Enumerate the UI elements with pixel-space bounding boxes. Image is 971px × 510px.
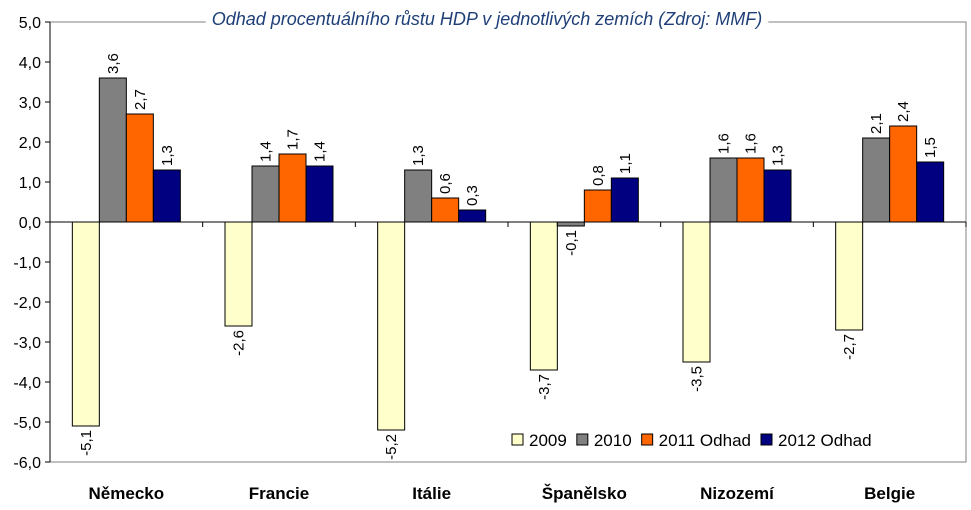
legend-swatch: [641, 433, 654, 446]
data-label: 0,8: [590, 165, 607, 186]
bar: [305, 165, 334, 223]
data-label: 1,5: [922, 137, 939, 158]
y-tick-label: 1,0: [19, 175, 41, 192]
bar: [556, 221, 585, 227]
bar: [709, 157, 738, 223]
bar: [377, 221, 406, 431]
data-label: 1,3: [770, 145, 787, 166]
data-label: -3,7: [536, 374, 553, 400]
bar: [916, 161, 945, 223]
bar: [125, 113, 154, 223]
bar: [71, 221, 100, 427]
data-label: 1,4: [258, 141, 275, 162]
legend-swatch: [511, 433, 524, 446]
bar: [583, 189, 612, 223]
legend-label: 2009: [529, 431, 567, 450]
data-label: 2,7: [132, 89, 149, 110]
bar: [889, 125, 918, 223]
bar: [458, 209, 487, 223]
y-tick-label: -3,0: [13, 335, 41, 352]
bar: [682, 221, 711, 363]
bar: [278, 153, 307, 223]
y-tick-label: 5,0: [19, 15, 41, 32]
data-label: -5,1: [78, 430, 95, 456]
legend-swatch: [576, 433, 589, 446]
bar: [152, 169, 181, 223]
data-label: 1,6: [716, 133, 733, 154]
legend-label: 2010: [594, 431, 632, 450]
bar: [736, 157, 765, 223]
data-label: -3,5: [689, 366, 706, 392]
plot-frame: [49, 21, 967, 463]
bar: [98, 77, 127, 223]
legend: 2009 2010 2011 Odhad 2012 Odhad: [511, 431, 872, 450]
bar: [431, 197, 460, 223]
y-tick-label: 2,0: [19, 135, 41, 152]
x-category-label: Francie: [249, 484, 309, 503]
bar: [763, 169, 792, 223]
data-label: -2,6: [231, 330, 248, 356]
data-label: -0,1: [563, 230, 580, 256]
x-category-label: Nizozemí: [700, 484, 775, 503]
y-tick-label: 0,0: [19, 215, 41, 232]
data-label: 2,1: [868, 113, 885, 134]
data-label: 0,6: [437, 173, 454, 194]
y-tick-label: -6,0: [13, 455, 41, 472]
bar: [529, 221, 558, 371]
data-label: 1,6: [743, 133, 760, 154]
data-label: -5,2: [383, 434, 400, 460]
x-category-label: Německo: [89, 484, 165, 503]
bar: [862, 137, 891, 223]
x-category-label: Belgie: [864, 484, 915, 503]
data-label: -2,7: [841, 334, 858, 360]
x-category-label: Itálie: [412, 484, 451, 503]
data-label: 1,7: [285, 129, 302, 150]
data-label: 1,3: [159, 145, 176, 166]
data-label: 1,3: [410, 145, 427, 166]
legend-swatch: [760, 433, 773, 446]
data-label: 0,3: [464, 185, 481, 206]
bar: [610, 177, 639, 223]
data-label: 3,6: [105, 53, 122, 74]
legend-label: 2012 Odhad: [778, 431, 872, 450]
chart-title: Odhad procentuálního růstu HDP v jednotl…: [212, 9, 763, 29]
bar: [835, 221, 864, 331]
title-background: [205, 8, 769, 30]
y-tick-label: -2,0: [13, 295, 41, 312]
data-label: 1,1: [617, 153, 634, 174]
data-label: 2,4: [895, 101, 912, 122]
bar: [251, 165, 280, 223]
x-category-label: Španělsko: [542, 484, 627, 503]
legend-background: [508, 428, 876, 453]
bar: [224, 221, 253, 327]
data-label: 1,4: [312, 141, 329, 162]
y-tick-label: -1,0: [13, 255, 41, 272]
y-tick-label: -4,0: [13, 375, 41, 392]
legend-label: 2011 Odhad: [659, 431, 751, 450]
y-tick-label: -5,0: [13, 415, 41, 432]
y-tick-label: 4,0: [19, 55, 41, 72]
bar: [404, 169, 433, 223]
y-tick-label: 3,0: [19, 95, 41, 112]
